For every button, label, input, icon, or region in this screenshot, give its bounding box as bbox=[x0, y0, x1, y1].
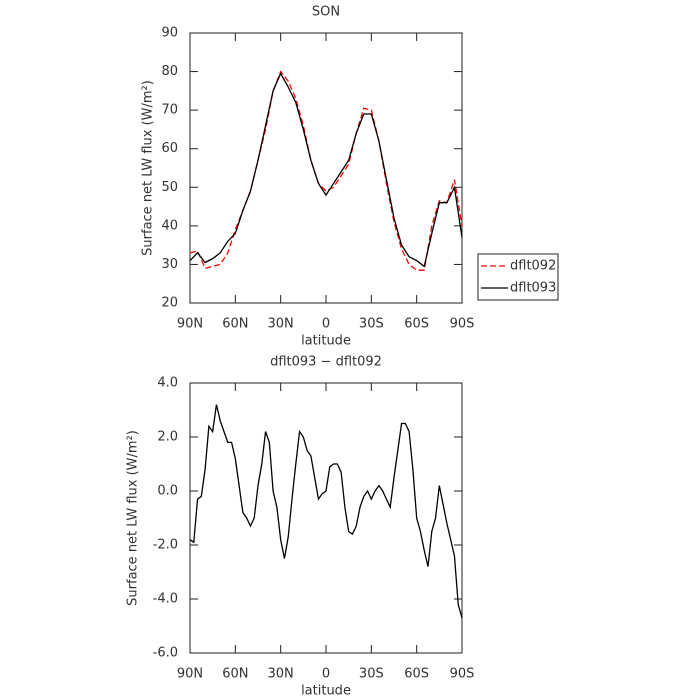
x-tick-label: 60N bbox=[222, 667, 248, 682]
x-tick-label: 60S bbox=[404, 317, 429, 332]
chart-title: dflt093 − dflt092 bbox=[270, 355, 382, 370]
y-tick-label: -4.0 bbox=[153, 592, 178, 607]
series-line bbox=[189, 404, 463, 619]
x-tick-label: 30S bbox=[359, 317, 384, 332]
y-axis-label: Surface net LW flux (W/m²) bbox=[141, 80, 156, 256]
y-tick-label: 80 bbox=[161, 64, 178, 79]
y-tick-label: 40 bbox=[161, 218, 178, 233]
plot-frame bbox=[189, 382, 463, 654]
y-tick-label: 2.0 bbox=[157, 430, 178, 445]
x-tick-label: 90S bbox=[450, 667, 475, 682]
x-tick-label: 90S bbox=[450, 317, 475, 332]
y-tick-label: 20 bbox=[161, 296, 178, 311]
y-tick-label: 60 bbox=[161, 141, 178, 156]
y-tick-label: 70 bbox=[161, 103, 178, 118]
x-axis-label: latitude bbox=[301, 334, 351, 349]
legend-box bbox=[477, 253, 559, 301]
chart-title: SON bbox=[312, 5, 340, 20]
y-tick-label: 30 bbox=[161, 257, 178, 272]
x-tick-label: 60N bbox=[222, 317, 248, 332]
y-tick-label: 4.0 bbox=[157, 376, 178, 391]
y-tick-label: 0.0 bbox=[157, 484, 178, 499]
x-tick-label: 30S bbox=[359, 667, 384, 682]
y-tick-label: -2.0 bbox=[153, 538, 178, 553]
x-tick-label: 0 bbox=[322, 667, 330, 682]
y-axis-label: Surface net LW flux (W/m²) bbox=[126, 430, 141, 606]
x-tick-label: 30N bbox=[268, 317, 294, 332]
series-line bbox=[189, 70, 463, 271]
x-tick-label: 90N bbox=[177, 667, 203, 682]
plot-frame bbox=[189, 32, 463, 304]
x-tick-label: 30N bbox=[268, 667, 294, 682]
series-line bbox=[189, 72, 463, 268]
legend-label: dflt092 bbox=[510, 259, 556, 274]
x-tick-label: 0 bbox=[322, 317, 330, 332]
legend-label: dflt093 bbox=[510, 281, 556, 296]
x-axis-label: latitude bbox=[301, 684, 351, 699]
x-tick-label: 90N bbox=[177, 317, 203, 332]
y-tick-label: 50 bbox=[161, 180, 178, 195]
x-tick-label: 60S bbox=[404, 667, 429, 682]
y-tick-label: -6.0 bbox=[153, 646, 178, 661]
y-tick-label: 90 bbox=[161, 26, 178, 41]
